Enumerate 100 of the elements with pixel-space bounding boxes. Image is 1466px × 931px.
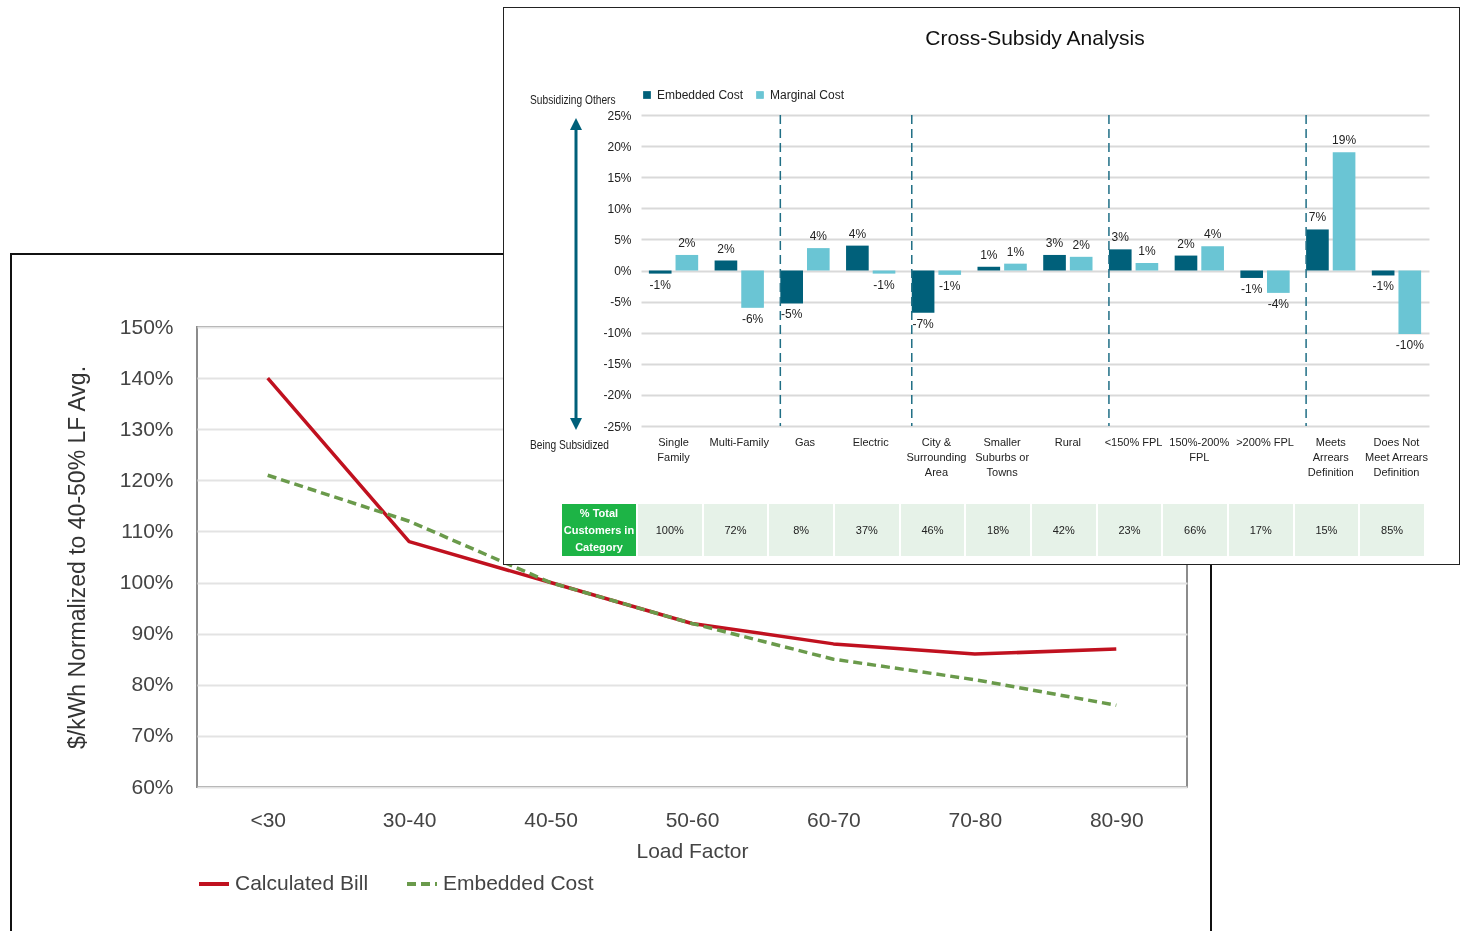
annotation: 42% xyxy=(1031,504,1096,556)
data-label: -1% xyxy=(873,277,896,292)
x-tick-label: Rural xyxy=(1054,435,1082,448)
x-tick-label: <150% FPL xyxy=(1104,435,1163,448)
bar xyxy=(1398,270,1422,334)
annotation: 37% xyxy=(834,504,899,556)
data-label: -1% xyxy=(649,277,672,292)
x-tick-label: City & Surrounding Area xyxy=(906,435,967,478)
y-tick-label: 10% xyxy=(607,201,632,216)
bar xyxy=(977,266,1001,271)
y-tick-label: 100% xyxy=(119,570,174,594)
x-tick-label: Gas xyxy=(794,435,816,448)
data-label: 7% xyxy=(1308,210,1327,225)
y-tick-label: -20% xyxy=(603,388,632,403)
bar xyxy=(938,270,962,275)
bar xyxy=(1306,229,1329,271)
y-tick-label: 0% xyxy=(614,264,632,278)
y-tick-label: 140% xyxy=(119,365,174,389)
y-tick-label: 120% xyxy=(119,467,174,491)
bar xyxy=(1332,152,1356,271)
chart-title: Cross-Subsidy Analysis xyxy=(925,26,1145,49)
bar xyxy=(1135,263,1159,271)
text: 17% xyxy=(1228,504,1293,556)
annotation: 8% xyxy=(769,504,833,556)
data-label: -1% xyxy=(1372,279,1395,294)
x-tick-label: 50-60 xyxy=(665,807,720,831)
x-tick-label: 80-90 xyxy=(1089,807,1144,831)
y-tick-label: 90% xyxy=(131,621,174,645)
x-tick-label: 150%-200% FPL xyxy=(1169,435,1230,463)
bar xyxy=(911,270,935,313)
bar xyxy=(846,245,869,271)
bar xyxy=(648,270,672,274)
data-label: -7% xyxy=(912,316,935,331)
text: 15% xyxy=(1294,504,1359,556)
y-tick-label: 80% xyxy=(131,672,174,696)
x-tick-label: Electric xyxy=(852,435,890,448)
bar xyxy=(675,254,699,271)
y-axis-title: $/kWh Normalized to 40-50% LF Avg. xyxy=(63,365,90,750)
bar xyxy=(1267,270,1290,293)
data-label: 4% xyxy=(809,229,828,244)
y-tick-label: 150% xyxy=(119,314,174,338)
bar xyxy=(1174,255,1198,271)
x-tick-label: >200% FPL xyxy=(1236,435,1294,448)
y-tick-label: -5% xyxy=(610,295,632,310)
y-tick-label: -25% xyxy=(603,419,632,434)
annotation: 46% xyxy=(900,504,965,556)
bar xyxy=(1108,249,1132,271)
y-tick-label: 5% xyxy=(614,232,632,247)
bar xyxy=(806,248,830,271)
y-tick-label: -15% xyxy=(603,357,632,372)
text: Subsidizing Others xyxy=(530,93,616,107)
y-tick-label: 70% xyxy=(131,723,174,747)
annotation: Being Subsidized xyxy=(530,438,609,452)
bar xyxy=(780,270,803,304)
text: 85% xyxy=(1360,504,1424,556)
bar xyxy=(741,270,764,308)
data-label: 1% xyxy=(1006,244,1025,259)
data-label: 4% xyxy=(848,226,867,241)
data-label: 19% xyxy=(1332,133,1357,148)
x-tick-label: Smaller Suburbs or Towns xyxy=(975,435,1030,478)
data-label: 2% xyxy=(678,235,696,250)
y-tick-label: 25% xyxy=(607,108,632,123)
legend-label: Marginal Cost xyxy=(770,88,845,102)
annotation: 18% xyxy=(966,504,1030,556)
legend-label: Embedded Cost xyxy=(443,871,594,894)
y-tick-label: 130% xyxy=(119,416,174,440)
data-label: -1% xyxy=(1241,281,1263,296)
annotation: 66% xyxy=(1163,504,1227,556)
data-label: 2% xyxy=(717,241,735,256)
y-tick-label: -10% xyxy=(603,326,632,341)
x-tick-label: <30 xyxy=(250,807,287,831)
bar xyxy=(1004,263,1027,271)
x-tick-label: Multi-Family xyxy=(709,435,770,448)
data-label: -1% xyxy=(939,278,961,293)
data-label: 3% xyxy=(1045,235,1064,250)
bar xyxy=(1240,270,1264,278)
x-tick-label: 40-50 xyxy=(524,807,578,831)
data-label: 1% xyxy=(1138,244,1156,259)
x-tick-label: 70-80 xyxy=(948,807,1003,831)
bar xyxy=(1201,246,1224,271)
bar xyxy=(1069,256,1093,271)
bar xyxy=(872,270,896,274)
x-tick-label: Meets Arrears Definition xyxy=(1307,435,1354,478)
data-label: -6% xyxy=(741,311,764,326)
bar xyxy=(1043,254,1066,271)
x-tick-label: Single Family xyxy=(657,435,691,463)
data-label: -5% xyxy=(780,307,803,322)
x-axis-title: Load Factor xyxy=(636,838,749,862)
y-tick-label: 20% xyxy=(607,139,632,154)
data-label: -10% xyxy=(1395,337,1425,352)
annotation: 72% xyxy=(703,504,768,556)
y-tick-label: 15% xyxy=(607,170,632,185)
legend-label: Embedded Cost xyxy=(657,88,744,102)
data-label: 4% xyxy=(1203,227,1222,242)
data-label: 2% xyxy=(1072,237,1091,252)
bar xyxy=(714,260,738,271)
x-tick-label: 30-40 xyxy=(382,807,437,831)
y-tick-label: 60% xyxy=(131,774,174,798)
x-tick-label: Does Not Meet Arrears Definition xyxy=(1364,435,1429,478)
annotation: % Total Customers in Category xyxy=(562,504,636,556)
